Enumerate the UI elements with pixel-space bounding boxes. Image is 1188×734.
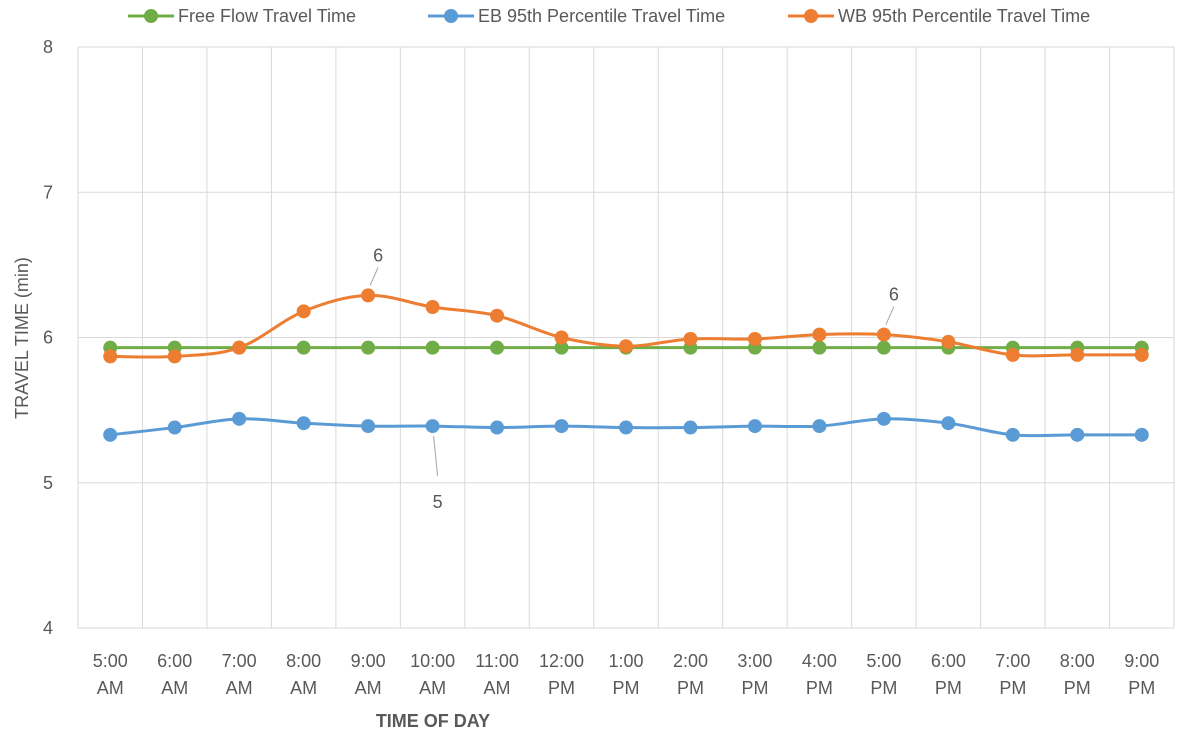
data-point	[1005, 347, 1020, 362]
data-point	[876, 327, 891, 342]
x-tick-label: 2:00 PM	[673, 651, 708, 698]
x-tick-label: 6:00 AM	[157, 651, 192, 698]
leader-line	[369, 267, 379, 286]
data-point	[361, 340, 376, 355]
x-tick-label: 4:00 PM	[802, 651, 837, 698]
data-point	[876, 411, 891, 426]
legend-swatch-marker	[804, 9, 818, 23]
x-tick-label: 7:00 PM	[995, 651, 1030, 698]
data-point	[490, 340, 505, 355]
data-label: 6	[889, 285, 899, 305]
x-axis-title: TIME OF DAY	[376, 711, 490, 731]
data-point	[425, 419, 440, 434]
y-tick-label: 4	[43, 618, 53, 638]
y-axis-ticks: 4 5 6 7 8	[43, 37, 53, 638]
leader-line	[885, 306, 895, 325]
legend-item: EB 95th Percentile Travel Time	[428, 6, 725, 26]
data-point	[876, 340, 891, 355]
x-tick-label: 9:00 AM	[351, 651, 386, 698]
legend: Free Flow Travel Time EB 95th Percentile …	[128, 6, 1090, 26]
x-tick-label: 6:00 PM	[931, 651, 966, 698]
y-tick-label: 5	[43, 473, 53, 493]
legend-label: WB 95th Percentile Travel Time	[838, 6, 1090, 26]
data-point	[361, 288, 376, 303]
data-point	[167, 349, 182, 364]
x-tick-label: 5:00 PM	[866, 651, 901, 698]
data-point	[490, 420, 505, 435]
data-point	[812, 340, 827, 355]
data-point	[232, 340, 247, 355]
data-point	[103, 349, 118, 364]
y-tick-label: 7	[43, 182, 53, 202]
data-point	[1070, 347, 1085, 362]
x-tick-label: 8:00 AM	[286, 651, 321, 698]
x-tick-label: 12:00 PM	[539, 651, 584, 698]
data-point	[1134, 347, 1149, 362]
data-point	[1134, 427, 1149, 442]
data-point	[554, 330, 569, 345]
data-point	[425, 299, 440, 314]
legend-item: WB 95th Percentile Travel Time	[788, 6, 1090, 26]
data-point	[296, 416, 311, 431]
legend-label: EB 95th Percentile Travel Time	[478, 6, 725, 26]
y-tick-label: 6	[43, 328, 53, 348]
series-group	[103, 288, 1149, 442]
data-label: 6	[373, 245, 383, 265]
x-axis-ticks: 5:00 AM 6:00 AM 7:00 AM 8:00 AM 9:00 AM 10:00 AM 11:…	[93, 651, 1160, 698]
data-point	[554, 340, 569, 355]
data-point	[941, 416, 956, 431]
data-point	[1070, 427, 1085, 442]
data-point	[232, 411, 247, 426]
y-tick-label: 8	[43, 37, 53, 57]
data-point	[103, 427, 118, 442]
data-point	[490, 308, 505, 323]
y-axis-title: TRAVEL TIME (min)	[12, 257, 32, 419]
legend-swatch-marker	[144, 9, 158, 23]
data-point	[167, 420, 182, 435]
legend-item: Free Flow Travel Time	[128, 6, 356, 26]
x-tick-label: 1:00 PM	[608, 651, 643, 698]
series-2	[103, 288, 1149, 364]
data-point	[619, 420, 633, 435]
data-labels: 6 6 5	[369, 245, 899, 512]
series-1	[103, 411, 1149, 442]
data-point	[812, 419, 827, 434]
data-point	[425, 340, 440, 355]
data-point	[941, 334, 956, 349]
data-label: 5	[433, 492, 443, 512]
data-point	[1005, 427, 1020, 442]
data-point	[747, 331, 762, 346]
data-point	[361, 419, 376, 434]
leader-line	[433, 436, 439, 477]
x-tick-label: 8:00 PM	[1060, 651, 1095, 698]
x-tick-label: 3:00 PM	[737, 651, 772, 698]
data-point	[296, 304, 311, 319]
data-point	[812, 327, 827, 342]
legend-swatch-marker	[444, 9, 458, 23]
gridlines	[77, 46, 1175, 629]
x-tick-label: 5:00 AM	[93, 651, 128, 698]
data-point	[554, 419, 569, 434]
data-point	[619, 339, 633, 354]
data-point	[683, 420, 698, 435]
x-tick-label: 7:00 AM	[222, 651, 257, 698]
data-point	[296, 340, 311, 355]
x-tick-label: 10:00 AM	[410, 651, 455, 698]
x-tick-label: 11:00 AM	[475, 651, 519, 698]
x-tick-label: 9:00 PM	[1124, 651, 1159, 698]
legend-label: Free Flow Travel Time	[178, 6, 356, 26]
data-point	[683, 331, 698, 346]
data-point	[747, 419, 762, 434]
